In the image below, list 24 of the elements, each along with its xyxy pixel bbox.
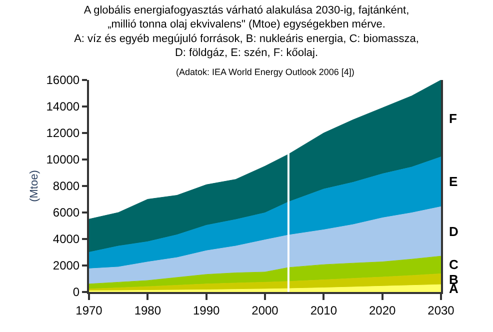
x-tick-label: 1990 [192,303,220,318]
x-tick-label: 2000 [252,303,279,318]
series-label: E [449,174,458,189]
x-tick-label: 2030 [428,303,455,318]
x-tick-label: 2010 [310,303,338,318]
text: (Adatok: IEA World Energy Outlook 2006 [4]) [176,67,354,77]
y-tick-label: 16000 [46,73,80,88]
x-tick-label: 1980 [134,303,162,318]
series-label: F [449,111,457,126]
y-tick-label: 6000 [52,206,80,220]
chart-title: A globális energiafogyasztás várható alakulása 2030-ig, fajtánként, „millió tonna olaj ekvivalens" (Mtoe) egységekben mérve. [84,4,410,31]
x-tick-label: 1970 [76,303,103,318]
y-tick-label: 4000 [52,232,80,246]
series-label: C [449,257,459,272]
chart-subtitle: A: víz és egyéb megújuló források, B: nukleáris energia, C: biomassza, D: földgáz, E: szén, F: kőolaj. [74,32,419,60]
x-tick-label: 2020 [368,303,396,318]
y-tick-label: 0 [72,285,80,300]
y-tick-label: 8000 [52,179,80,194]
series-label: D [449,224,458,239]
y-tick-label: 2000 [52,258,80,273]
y-tick-label: 14000 [46,100,80,114]
y-tick-label: 10000 [46,152,80,167]
y-axis-title: (Mtoe) [28,170,40,202]
y-tick-label: 12000 [46,126,80,140]
